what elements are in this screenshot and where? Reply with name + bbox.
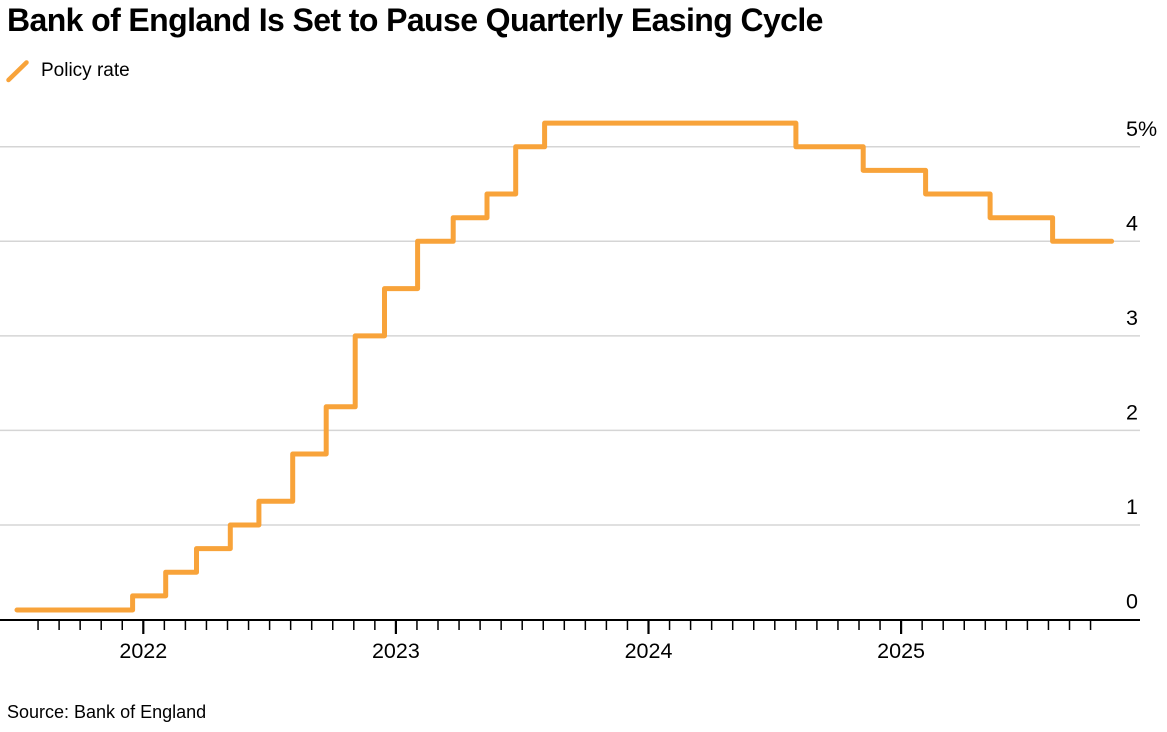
y-tick-label-5%: 5% — [1126, 117, 1157, 141]
legend-label: Policy rate — [41, 60, 130, 81]
y-tick-label-3: 3 — [1126, 306, 1138, 330]
x-tick-label-2024: 2024 — [625, 639, 673, 663]
y-tick-label-4: 4 — [1126, 211, 1138, 235]
legend-slash-mark — [6, 60, 29, 83]
y-tick-label-0: 0 — [1126, 590, 1138, 614]
x-tick-label-2023: 2023 — [372, 639, 420, 663]
y-tick-label-1: 1 — [1126, 495, 1138, 519]
x-tick-label-2025: 2025 — [877, 639, 925, 663]
y-tick-label-2: 2 — [1126, 400, 1138, 424]
policy-rate-line-icon — [6, 60, 29, 83]
legend: Policy rate — [6, 58, 130, 84]
source-note: Source: Bank of England — [7, 702, 207, 722]
policy-rate-step-line — [14, 120, 1115, 613]
x-tick-label-2022: 2022 — [119, 639, 167, 663]
chart-title: Bank of England Is Set to Pause Quarterl… — [7, 2, 823, 38]
